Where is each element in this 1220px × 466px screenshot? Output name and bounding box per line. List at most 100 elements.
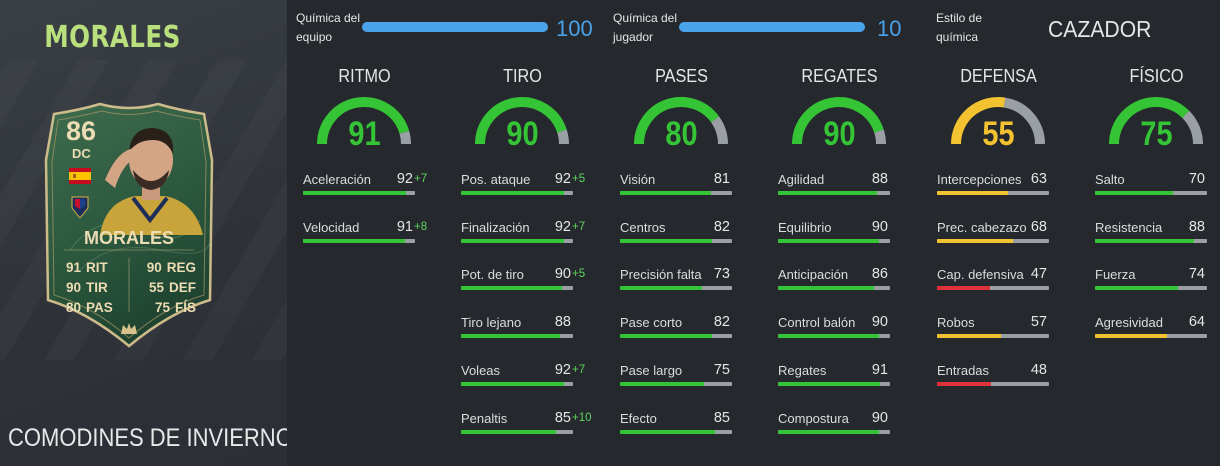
category-gauge xyxy=(951,97,1045,145)
stat-label: Entradas xyxy=(937,363,990,378)
stat-boost: +10 xyxy=(572,412,592,424)
stat-label: Pase largo xyxy=(620,363,683,378)
stat-row: Salto 70 xyxy=(1095,171,1220,202)
stat-row: Tiro lejano 88 xyxy=(461,314,595,345)
stat-value: 85 xyxy=(713,410,730,426)
gauge-track xyxy=(874,129,886,145)
stat-boost: +8 xyxy=(414,221,428,233)
label-line: equipo xyxy=(296,30,333,44)
category-title: PASES xyxy=(655,66,708,86)
stat-boost: +7 xyxy=(414,173,428,185)
stat-boost: +7 xyxy=(572,364,586,376)
card-stat-value: 55 xyxy=(148,280,164,295)
stat-label: Fuerza xyxy=(1095,267,1136,282)
card-stat-label: PAS xyxy=(86,300,113,315)
card-stat-row: 91 RIT 90 REG xyxy=(66,258,196,278)
stat-bar-fill xyxy=(461,191,565,195)
stat-bar xyxy=(778,334,890,338)
gauge-fill xyxy=(475,97,567,145)
category-gauge xyxy=(634,97,728,145)
stat-label: Compostura xyxy=(778,411,849,426)
card-stat-label: DEF xyxy=(169,280,196,295)
card-stat-value: 90 xyxy=(66,280,82,295)
stat-row: Cap. defensiva 47 xyxy=(937,266,1071,297)
stat-bar-fill xyxy=(620,334,712,338)
stat-bar-fill xyxy=(778,382,880,386)
category-gauge xyxy=(792,97,886,145)
stat-value: 91 xyxy=(396,219,413,235)
stat-bar-fill xyxy=(1095,191,1174,195)
stat-bar xyxy=(1095,286,1207,290)
stat-label: Prec. cabezazo xyxy=(937,220,1027,235)
stat-bar-fill xyxy=(620,286,702,290)
stat-row: Prec. cabezazo 68 xyxy=(937,219,1071,250)
stat-bar xyxy=(778,239,890,243)
stat-bar xyxy=(1095,239,1207,243)
stat-label: Robos xyxy=(937,315,975,330)
player-photo xyxy=(100,128,203,235)
stat-row: Agresividad 64 xyxy=(1095,314,1220,345)
card-stat-label: TIR xyxy=(86,280,108,295)
stat-row: Equilibrio 90 xyxy=(778,219,912,250)
team-chemistry-fill xyxy=(362,22,548,32)
player-chemistry-bar xyxy=(679,22,865,32)
stat-row: Penaltis 85 +10 xyxy=(461,410,595,441)
stat-bar xyxy=(620,382,732,386)
stat-value: 82 xyxy=(713,314,730,330)
stat-bar xyxy=(620,191,732,195)
stat-bar-fill xyxy=(778,286,875,290)
stat-bar-fill xyxy=(778,334,879,338)
player-name: MORALES xyxy=(44,20,181,55)
stat-value: 81 xyxy=(713,171,730,187)
stat-bar-fill xyxy=(778,430,879,434)
stat-label: Pos. ataque xyxy=(461,172,531,187)
stat-value: 86 xyxy=(871,266,888,282)
stat-label: Precisión falta xyxy=(620,267,702,282)
stat-value: 70 xyxy=(1188,171,1205,187)
stat-bar-fill xyxy=(461,286,562,290)
stat-bar xyxy=(937,286,1049,290)
stat-label: Pot. de tiro xyxy=(461,267,524,282)
stat-label: Anticipación xyxy=(778,267,849,282)
stat-value: 74 xyxy=(1188,266,1205,282)
stat-label: Cap. defensiva xyxy=(937,267,1024,282)
stat-bar xyxy=(461,286,573,290)
gauge-track xyxy=(399,130,411,145)
stat-row: Intercepciones 63 xyxy=(937,171,1071,202)
stat-row: Resistencia 88 xyxy=(1095,219,1220,250)
category-gauge xyxy=(317,97,411,145)
stat-label: Finalización xyxy=(461,220,530,235)
stat-bar xyxy=(620,239,732,243)
stat-row: Compostura 90 xyxy=(778,410,912,441)
card-stat-value: 90 xyxy=(146,260,162,275)
stat-boost: +5 xyxy=(572,173,586,185)
stat-bar-fill xyxy=(620,239,712,243)
stat-bar xyxy=(1095,334,1207,338)
player-card[interactable]: 86 DC MORALES 91 RIT 90 REG 90 TIR 55 DEF 80… xyxy=(40,100,218,348)
stat-row: Pase corto 82 xyxy=(620,314,754,345)
stat-bar xyxy=(937,334,1049,338)
stat-bar-fill xyxy=(778,191,877,195)
category-rating: 80 xyxy=(665,115,698,153)
stat-bar xyxy=(461,239,573,243)
chemistry-style-value[interactable]: CAZADOR xyxy=(1048,16,1152,42)
stat-row: Precisión falta 73 xyxy=(620,266,754,297)
player-chemistry-fill xyxy=(679,22,865,32)
stat-label: Equilibrio xyxy=(778,220,832,235)
stat-bar xyxy=(937,239,1049,243)
category-gauge xyxy=(1109,97,1203,145)
card-stat-label: REG xyxy=(166,260,196,275)
gauge-track xyxy=(1003,97,1045,145)
stat-bar-fill xyxy=(620,191,711,195)
category-title: TIRO xyxy=(503,66,542,86)
stat-row: Anticipación 86 xyxy=(778,266,912,297)
stat-value: 92 xyxy=(396,171,413,187)
stat-label: Intercepciones xyxy=(937,172,1022,187)
stat-row: Finalización 92 +7 xyxy=(461,219,595,250)
club-crest-icon xyxy=(71,196,89,218)
stat-bar-fill xyxy=(620,382,704,386)
stat-value: 91 xyxy=(871,362,888,378)
stat-value: 92 xyxy=(554,219,571,235)
category-rating: 75 xyxy=(1140,115,1173,153)
team-chemistry-bar xyxy=(362,22,548,32)
